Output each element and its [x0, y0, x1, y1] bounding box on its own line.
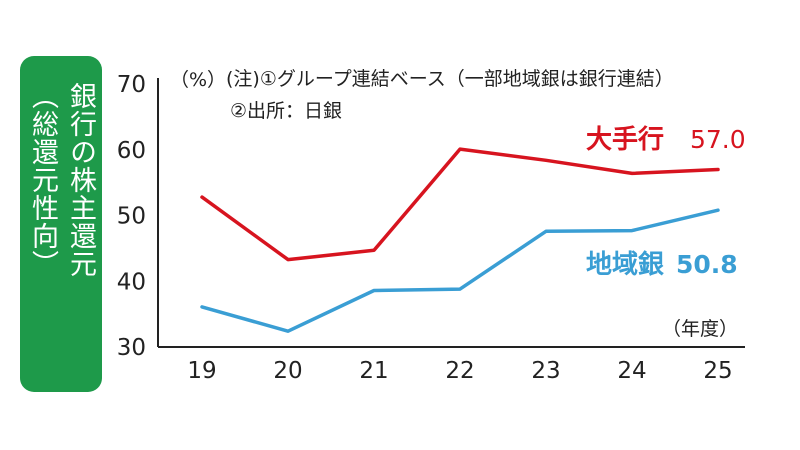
x-tick-label: 20	[273, 358, 302, 384]
chart-title-sub: （総還元性向）	[27, 82, 58, 278]
y-tick-label: 70	[117, 72, 146, 98]
series-name-regional-banks: 地域銀	[586, 250, 664, 280]
y-tick-label: 30	[117, 335, 146, 361]
series-labels: 大手行 57.0 地域銀 50.8	[586, 124, 746, 280]
series-value-regional-banks: 50.8	[676, 250, 738, 279]
chart-notes: (注)①グループ連結ベース（一部地域銀は銀行連結） ②出所：日銀	[226, 68, 674, 122]
chart-title: 銀行の株主還元 （総還元性向）	[23, 82, 99, 278]
note-line-1: (注)①グループ連結ベース（一部地域銀は銀行連結）	[226, 68, 674, 90]
x-tick-label: 23	[531, 358, 560, 384]
x-axis-unit-label: （年度）	[662, 318, 738, 340]
tick-labels: 30 40 50 60 70 19 20 21 22 23 24 25 （%） （年度）	[117, 69, 738, 384]
series-name-major-banks: 大手行	[586, 124, 664, 155]
series-line-major-banks	[200, 147, 720, 262]
y-tick-label: 50	[117, 204, 146, 230]
note-line-2: ②出所：日銀	[230, 100, 342, 122]
x-tick-label: 21	[359, 358, 388, 384]
series-lines	[200, 147, 720, 333]
y-tick-label: 60	[117, 138, 146, 164]
axes	[157, 78, 745, 348]
y-tick-label: 40	[117, 269, 146, 295]
x-tick-label: 19	[187, 358, 216, 384]
x-tick-label: 22	[445, 358, 474, 384]
y-axis-unit-label: （%）	[170, 69, 226, 91]
series-line-regional-banks	[200, 208, 720, 333]
x-tick-label: 24	[617, 358, 646, 384]
title-panel: 銀行の株主還元 （総還元性向）	[20, 56, 102, 392]
series-value-major-banks: 57.0	[690, 125, 746, 154]
x-tick-label: 25	[703, 358, 732, 384]
chart-title-main: 銀行の株主還元	[65, 82, 96, 278]
